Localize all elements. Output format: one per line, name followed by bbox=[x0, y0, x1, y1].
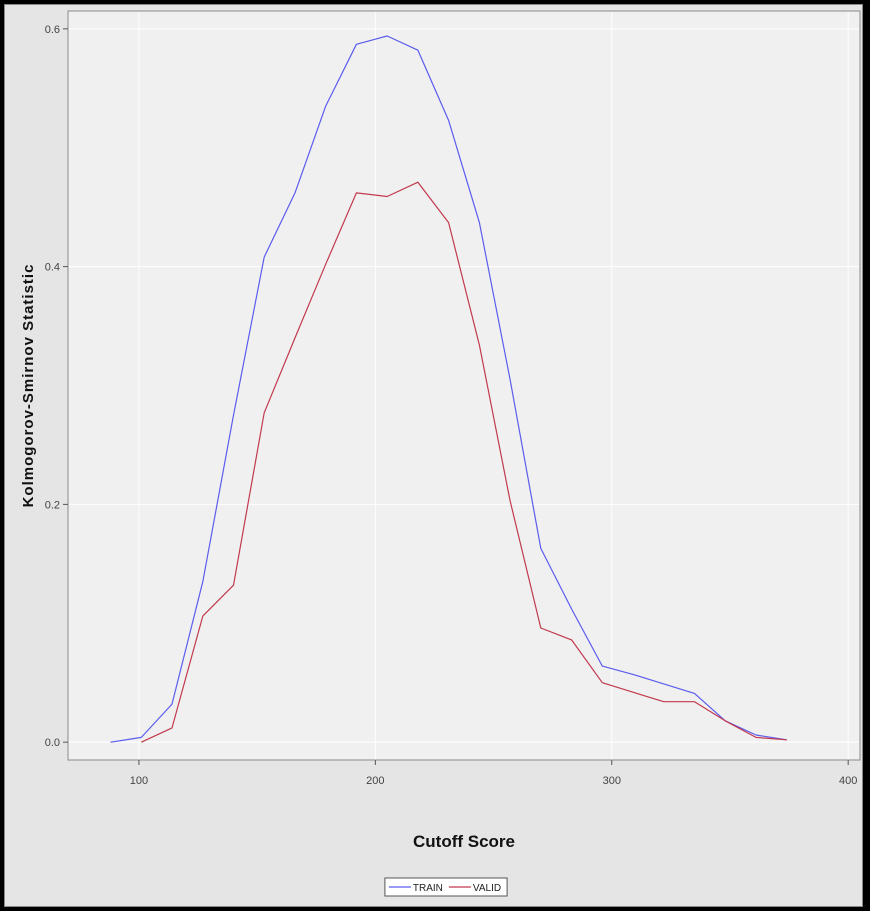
x-tick-label: 200 bbox=[366, 775, 384, 787]
legend-label-valid: VALID bbox=[473, 883, 501, 894]
chart-frame: 100 200 300 400 0.0 0.2 0.4 0.6 Cutoff Score K… bbox=[4, 4, 863, 907]
y-axis-title: Kolmogorov-Smirnov Statistic bbox=[20, 264, 37, 508]
legend-label-train: TRAIN bbox=[413, 883, 443, 894]
plot-border bbox=[67, 10, 861, 761]
y-axis: 0.0 0.2 0.4 0.6 bbox=[45, 24, 68, 749]
y-tick-label: 0.2 bbox=[45, 499, 60, 511]
ks-chart: 100 200 300 400 0.0 0.2 0.4 0.6 Cutoff Score K… bbox=[20, 10, 861, 897]
gridlines bbox=[68, 11, 860, 760]
plot-area bbox=[68, 11, 860, 760]
series-line-train bbox=[110, 35, 787, 743]
x-tick-label: 100 bbox=[130, 775, 148, 787]
y-tick-label: 0.6 bbox=[45, 24, 60, 36]
y-tick-label: 0.0 bbox=[45, 737, 60, 749]
x-axis: 100 200 300 400 bbox=[130, 760, 857, 787]
series-line-valid bbox=[141, 181, 787, 743]
x-tick-label: 400 bbox=[839, 775, 857, 787]
series-layer bbox=[110, 35, 787, 743]
y-tick-label: 0.4 bbox=[45, 262, 60, 274]
x-tick-label: 300 bbox=[603, 775, 621, 787]
legend-box bbox=[384, 877, 508, 897]
x-axis-title: Cutoff Score bbox=[413, 832, 515, 851]
legend: TRAIN VALID bbox=[384, 877, 508, 897]
